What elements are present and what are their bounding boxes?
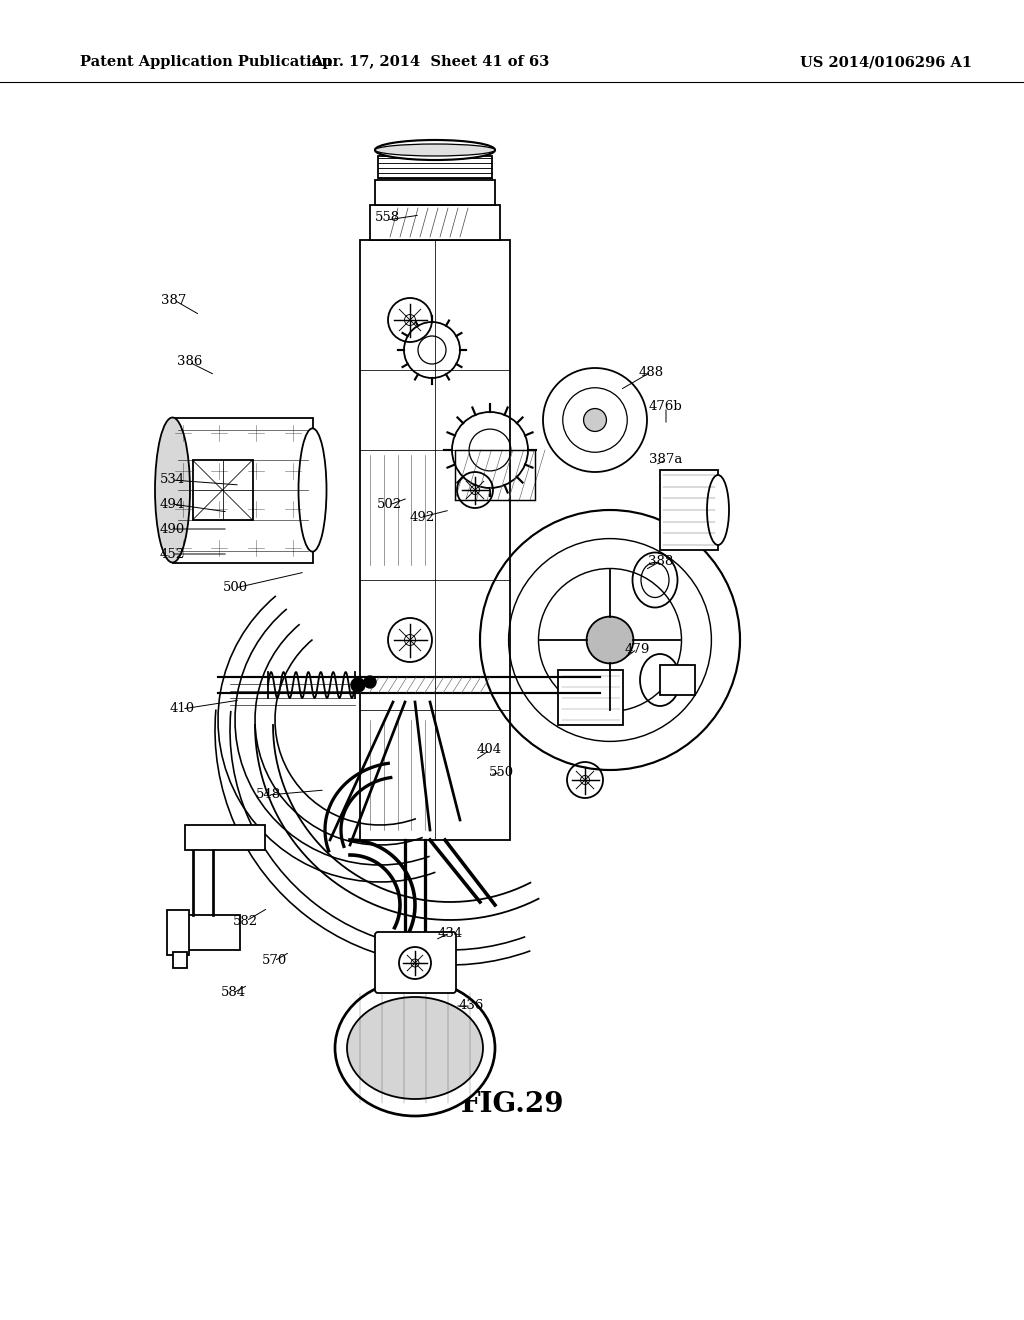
Text: 434: 434 (438, 927, 463, 940)
Ellipse shape (375, 144, 495, 156)
Circle shape (587, 616, 634, 664)
Text: FIG.29: FIG.29 (460, 1092, 564, 1118)
Circle shape (584, 409, 606, 432)
Text: Apr. 17, 2014  Sheet 41 of 63: Apr. 17, 2014 Sheet 41 of 63 (311, 55, 549, 69)
Bar (167, 909, 189, 954)
Text: 502: 502 (377, 498, 401, 511)
Text: 436: 436 (459, 999, 483, 1012)
Ellipse shape (347, 997, 483, 1100)
Circle shape (404, 635, 416, 645)
Bar (370, 205, 500, 240)
Text: 386: 386 (177, 355, 202, 368)
Text: 452: 452 (160, 548, 184, 561)
Text: 388: 388 (648, 554, 673, 568)
Bar (172, 417, 312, 562)
Text: 492: 492 (410, 511, 434, 524)
Bar (558, 671, 623, 725)
Text: 476b: 476b (649, 400, 682, 413)
Bar (360, 240, 510, 840)
Text: 534: 534 (160, 473, 184, 486)
Text: Patent Application Publication: Patent Application Publication (80, 55, 332, 69)
Bar (660, 665, 695, 696)
Text: 500: 500 (223, 581, 248, 594)
Text: 548: 548 (256, 788, 281, 801)
Bar (455, 450, 535, 500)
Text: 387: 387 (162, 294, 186, 308)
Bar (170, 921, 188, 940)
Circle shape (364, 676, 376, 688)
Bar (193, 459, 253, 520)
Ellipse shape (299, 429, 327, 552)
Text: 570: 570 (262, 954, 287, 968)
Ellipse shape (335, 979, 495, 1115)
Text: 479: 479 (625, 643, 649, 656)
FancyBboxPatch shape (375, 932, 456, 993)
Bar (185, 825, 265, 850)
Text: US 2014/0106296 A1: US 2014/0106296 A1 (800, 55, 972, 69)
Circle shape (470, 486, 479, 495)
Ellipse shape (155, 417, 190, 562)
Text: 558: 558 (375, 211, 399, 224)
Circle shape (411, 960, 419, 968)
Ellipse shape (707, 475, 729, 545)
Text: 404: 404 (477, 743, 502, 756)
Text: 582: 582 (233, 915, 258, 928)
Bar (185, 915, 240, 950)
Bar (378, 156, 492, 178)
Ellipse shape (375, 140, 495, 160)
Bar (660, 470, 718, 550)
Text: 550: 550 (489, 766, 514, 779)
Bar (375, 180, 495, 205)
Text: 494: 494 (160, 498, 184, 511)
Text: 410: 410 (170, 702, 195, 715)
Bar (173, 952, 187, 968)
Text: 488: 488 (639, 366, 664, 379)
Text: 584: 584 (221, 986, 246, 999)
Circle shape (351, 678, 365, 692)
Text: 490: 490 (160, 523, 184, 536)
Circle shape (404, 314, 416, 326)
Text: 387a: 387a (649, 453, 682, 466)
Circle shape (581, 776, 590, 784)
